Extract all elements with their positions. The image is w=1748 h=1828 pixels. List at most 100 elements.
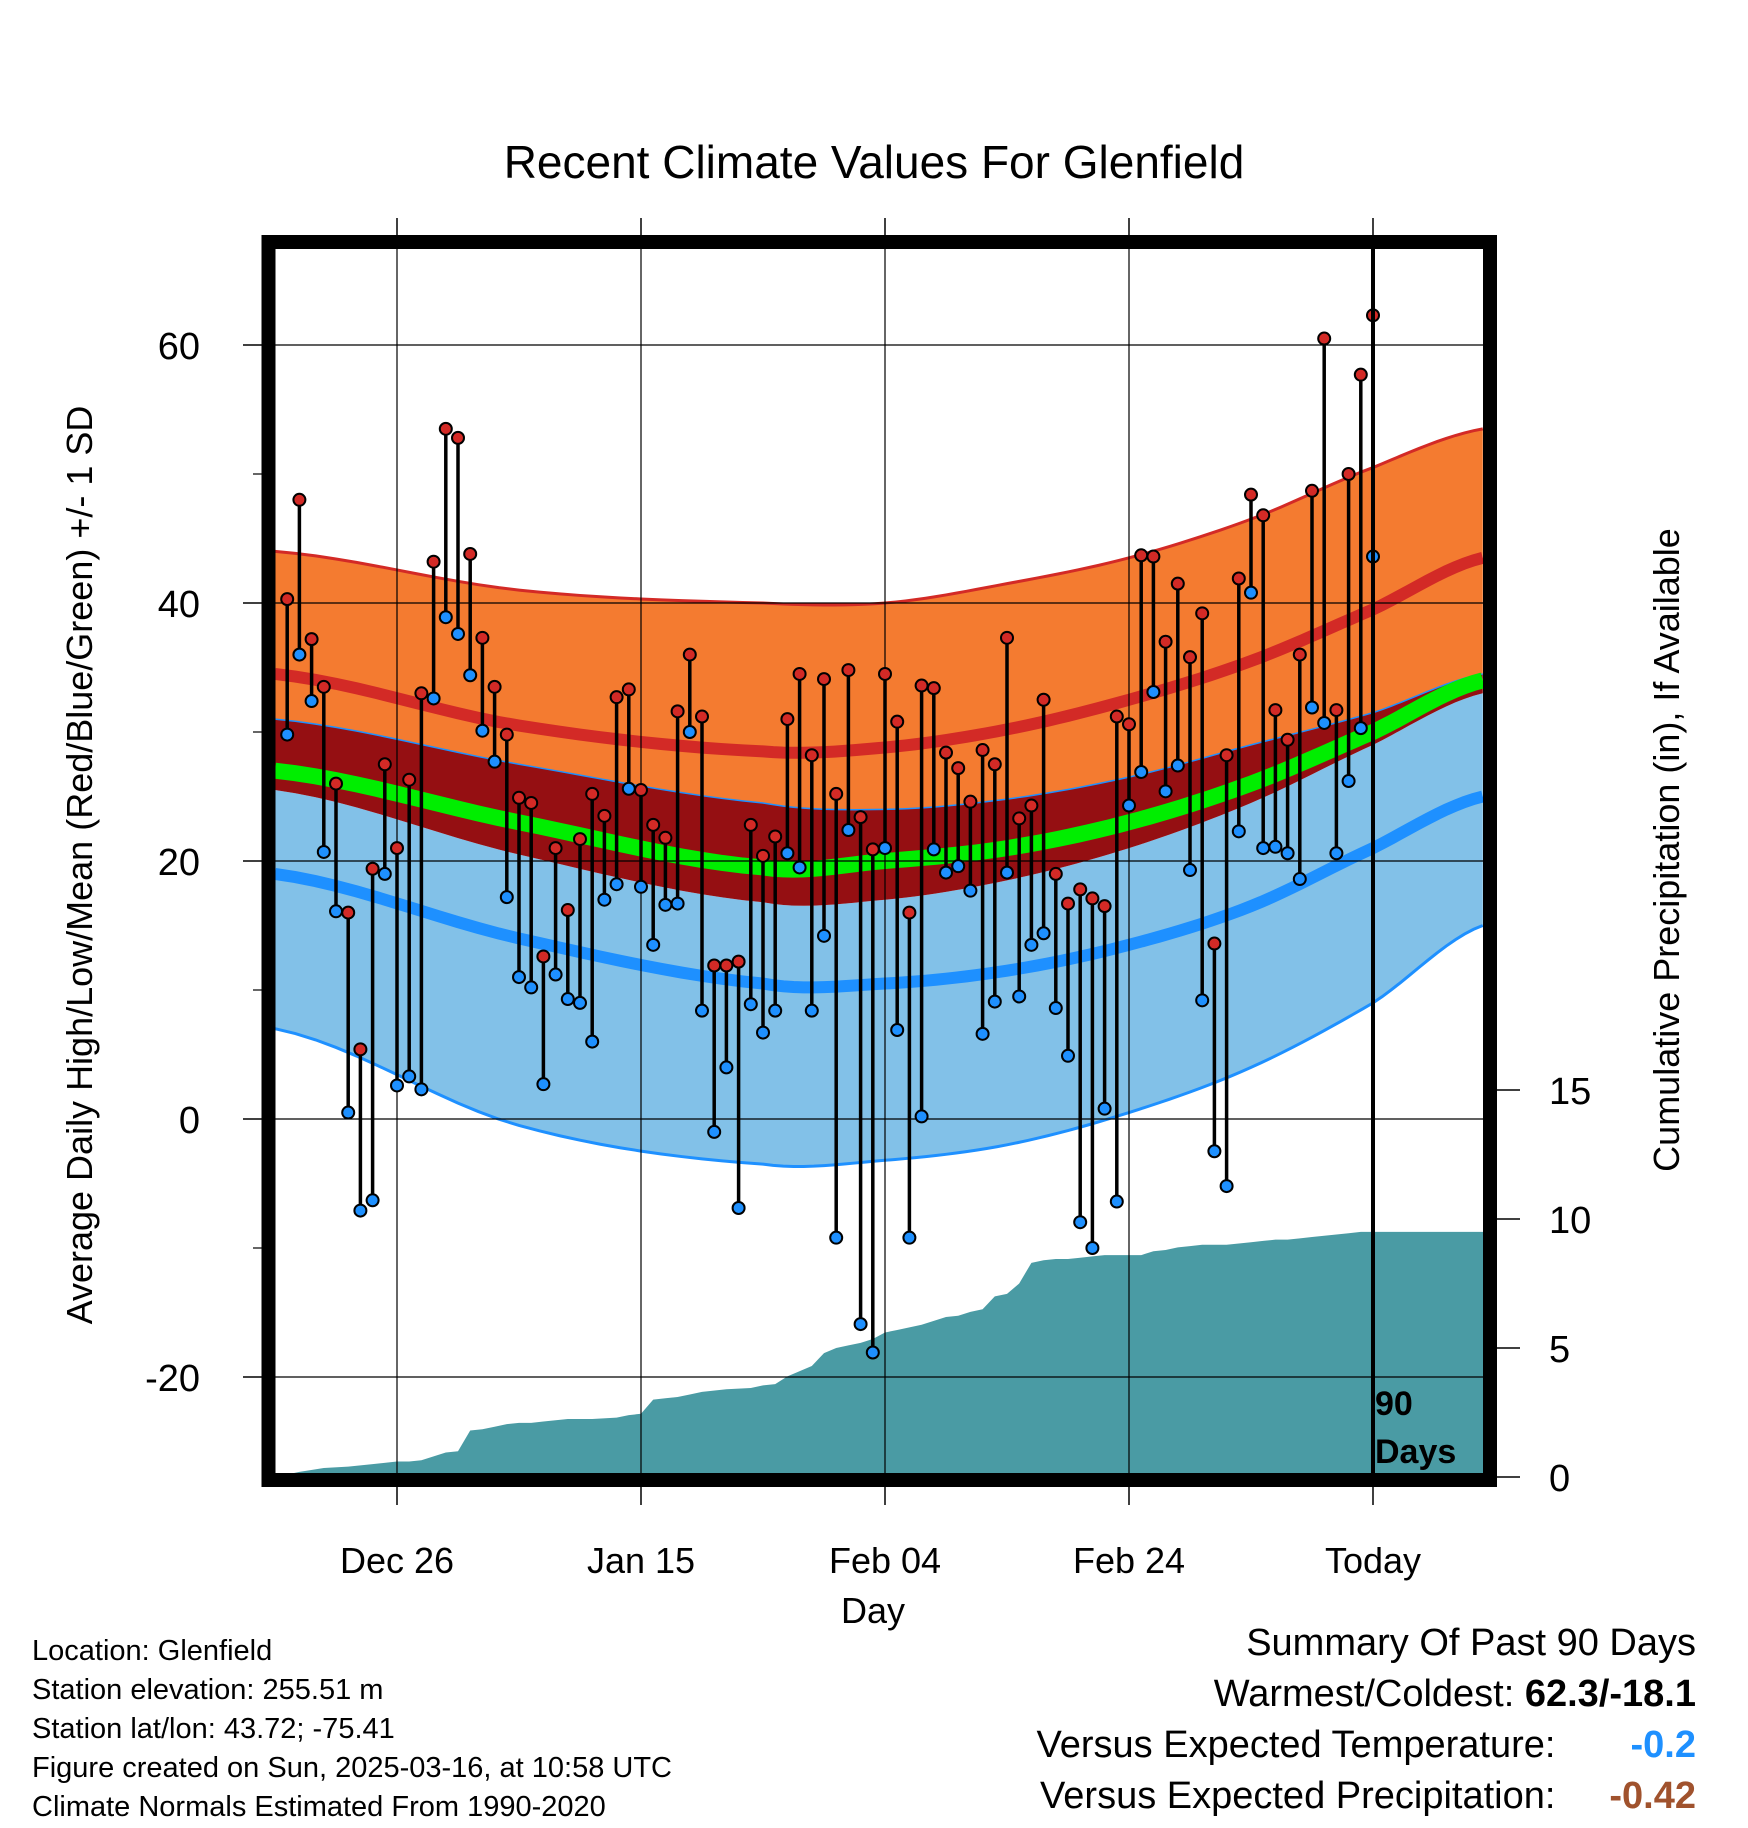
daily-high-dot [780,712,795,727]
daily-low-dot [1085,1241,1100,1255]
daily-low-dot [1012,989,1027,1004]
y-left-tick-label: 60 [158,326,200,368]
daily-high-dot [609,690,624,705]
daily-low-dot [1231,824,1246,839]
daily-high-dot [902,905,917,920]
temp-value: -0.2 [1630,1724,1696,1766]
daily-high-dot [914,678,929,693]
daily-high-dot [707,958,722,973]
daily-high-dot [280,592,295,607]
daily-low-dot [1048,1001,1063,1016]
daily-high-dot [1207,936,1222,951]
daily-low-dot [1122,798,1136,813]
daily-high-dot [597,808,612,823]
daily-high-dot [1256,508,1271,523]
temp-label: Versus Expected Temperature: [1036,1724,1556,1766]
daily-high-dot [353,1042,368,1057]
daily-high-dot [756,848,770,863]
daily-high-dot [1012,811,1027,826]
daily-high-dot [438,421,453,436]
daily-low-dot [707,1124,722,1139]
daily-low-dot [487,754,502,769]
precip-value: -0.42 [1609,1775,1696,1817]
plot-frame [261,235,1497,1487]
daily-low-dot [377,866,392,881]
daily-high-dot [1146,549,1161,564]
warm-cold-value: 62.3/-18.1 [1524,1673,1696,1715]
daily-low-dot [1170,758,1185,773]
daily-high-dot [719,958,734,973]
daily-low-dot [1183,863,1197,878]
daily-low-dot [280,727,295,742]
daily-low-dot [1219,1179,1234,1194]
daily-high-dot [1280,732,1295,747]
daily-low-dot [438,610,453,625]
daily-high-dot [634,783,648,798]
daily-low-dot [926,842,941,857]
daily-high-dot [1195,606,1210,621]
daily-high-dot [939,745,953,760]
daily-high-dot [1244,487,1258,502]
x-tick-label: Dec 26 [340,1540,454,1581]
daily-high-dot [829,786,844,801]
daily-high-dot [695,709,709,724]
daily-low-dot [316,844,331,859]
high-sd-band [275,428,1483,810]
summary-precip: Versus Expected Precipitation: -0.42 [1037,1771,1696,1822]
daily-low-dot [475,723,490,738]
y-right-tick-label: 10 [1549,1200,1591,1242]
daily-low-dot [780,846,795,861]
daily-low-dot [878,841,892,856]
daily-high-dot [512,790,526,805]
daily-high-dot [560,903,575,918]
daily-low-dot [1158,784,1173,799]
daily-high-dot [329,776,343,791]
daily-low-dot [524,980,539,995]
daily-low-dot [1292,872,1307,887]
daily-low-dot [390,1078,404,1093]
daily-low-dot [634,879,648,894]
info-elevation: Station elevation: 255.51 m [32,1674,384,1706]
daily-high-dot [646,817,661,832]
daily-low-dot [1073,1215,1088,1230]
daily-high-dot [1122,717,1136,732]
daily-high-dot [292,492,307,507]
daily-high-dot [1036,692,1051,707]
y-right-tick-label: 5 [1549,1329,1570,1371]
y-right-tick-label: 0 [1549,1458,1570,1500]
y-axis-left-label: Average Daily High/Low/Mean (Red/Blue/Gr… [59,405,100,1325]
daily-high-dot [548,841,563,856]
daily-high-dot [573,832,587,847]
daily-high-dot [768,829,783,844]
daily-low-dot [792,860,807,875]
daily-low-dot [1097,1101,1112,1116]
daily-high-dot [926,681,941,696]
chart-title: Recent Climate Values For Glenfield [503,136,1245,188]
daily-low-dot [902,1230,917,1245]
daily-high-dot [1183,650,1197,665]
daily-high-dot [743,817,758,832]
daily-low-dot [1109,1194,1124,1209]
daily-high-dot [1024,798,1039,813]
daily-low-dot [341,1105,356,1120]
precip-cumulative-area [275,1231,1487,1477]
daily-high-dot [536,949,551,964]
daily-high-dot [1341,467,1356,481]
daily-high-dot [316,679,331,694]
days-word: Days [1375,1433,1457,1471]
daily-low-dot [304,694,319,709]
daily-low-dot [817,928,831,943]
daily-low-dot [1195,993,1210,1008]
days-count: 90 [1375,1385,1413,1423]
daily-low-dot [1061,1048,1075,1063]
daily-high-dot [1085,891,1100,906]
y-right-tick-label: 15 [1549,1071,1591,1113]
daily-low-dot [573,995,587,1010]
axis-ticks: -20 0 20 40 60 0 5 10 15 Dec 26 Jan 15 Feb 04 Feb 24… [145,218,1591,1581]
daily-low-dot [695,1003,709,1018]
daily-low-dot [951,859,966,874]
daily-low-dot [402,1069,417,1084]
daily-low-dot [1341,774,1356,789]
daily-low-dot [426,691,441,706]
